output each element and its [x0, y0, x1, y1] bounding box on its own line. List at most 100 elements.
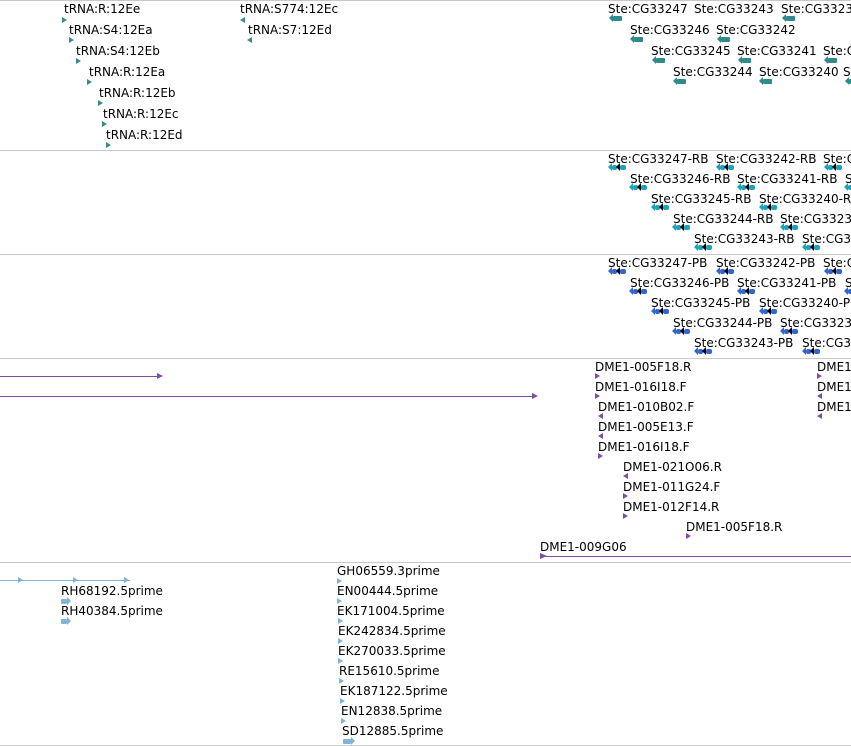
forward-strand-icon[interactable] — [338, 618, 343, 624]
est-glyph[interactable] — [343, 737, 355, 745]
feature-label[interactable]: RH68192.5prime — [61, 584, 163, 598]
feature-label[interactable]: Ste:C — [823, 44, 851, 58]
feature-label[interactable]: EN00444.5prime — [337, 584, 439, 598]
feature-label[interactable]: DME1 — [817, 360, 851, 374]
transcript-glyph[interactable] — [759, 203, 777, 212]
feature-label[interactable]: Ste:CG33246-PB — [630, 276, 730, 290]
transcript-glyph[interactable] — [672, 223, 690, 232]
reverse-strand-icon[interactable] — [598, 413, 603, 419]
feature-label[interactable]: Ste:CG3323 — [781, 2, 851, 16]
transcript-glyph[interactable] — [629, 183, 647, 192]
feature-label[interactable]: tRNA:S774:12Ec — [240, 2, 339, 16]
forward-strand-icon[interactable] — [337, 578, 342, 584]
feature-label[interactable]: Ste:CG33247 — [608, 2, 688, 16]
protein-glyph[interactable] — [780, 327, 798, 336]
protein-glyph[interactable] — [608, 267, 626, 276]
forward-strand-icon[interactable] — [338, 638, 343, 644]
protein-glyph[interactable] — [844, 287, 851, 296]
feature-label[interactable]: Ste:C — [843, 65, 851, 79]
feature-label[interactable]: SD12885.5prime — [342, 724, 444, 738]
feature-label[interactable]: DME1 — [817, 380, 851, 394]
transcript-glyph[interactable] — [844, 183, 851, 192]
forward-strand-icon[interactable] — [69, 37, 74, 43]
est-glyph[interactable] — [61, 597, 71, 605]
feature-label[interactable]: Ste:CG3323 — [780, 212, 851, 226]
forward-strand-icon[interactable] — [595, 393, 600, 399]
gene-glyph[interactable] — [738, 56, 751, 64]
feature-label[interactable]: S — [845, 276, 851, 290]
transcript-glyph[interactable] — [694, 243, 712, 252]
protein-glyph[interactable] — [824, 267, 842, 276]
feature-label[interactable]: Ste:CG33240-P — [759, 296, 851, 310]
transcript-glyph[interactable] — [824, 163, 842, 172]
feature-label[interactable]: Ste:CG33243-RB — [694, 232, 795, 246]
feature-label[interactable]: tRNA:R:12Ed — [106, 128, 183, 142]
feature-label[interactable]: DME1-012F14.R — [623, 500, 720, 514]
reverse-strand-icon[interactable] — [247, 37, 252, 43]
feature-label[interactable]: Ste:CG33240-R — [759, 192, 851, 206]
gene-glyph[interactable] — [824, 56, 837, 64]
clone-span[interactable] — [0, 376, 160, 377]
feature-label[interactable]: EK270033.5prime — [338, 644, 446, 658]
forward-strand-icon[interactable] — [106, 142, 111, 148]
feature-label[interactable]: Ste:C — [823, 152, 851, 166]
forward-strand-icon[interactable] — [623, 513, 628, 519]
reverse-strand-icon[interactable] — [240, 17, 245, 23]
forward-strand-icon[interactable] — [338, 658, 343, 664]
feature-label[interactable]: DME1-016I18.F — [595, 380, 687, 394]
forward-strand-icon[interactable] — [102, 121, 107, 127]
feature-label[interactable]: tRNA:R:12Ea — [89, 65, 166, 79]
forward-strand-icon[interactable] — [18, 577, 23, 583]
feature-label[interactable]: tRNA:S4:12Eb — [76, 44, 160, 58]
feature-label[interactable]: tRNA:S4:12Ea — [69, 23, 153, 37]
feature-label[interactable]: RE15610.5prime — [339, 664, 440, 678]
reverse-strand-icon[interactable] — [623, 473, 628, 479]
protein-glyph[interactable] — [629, 287, 647, 296]
forward-strand-icon[interactable] — [337, 598, 342, 604]
feature-label[interactable]: Ste:CG33 — [802, 232, 851, 246]
transcript-glyph[interactable] — [780, 223, 798, 232]
forward-strand-icon[interactable] — [62, 17, 67, 23]
forward-strand-icon[interactable] — [595, 373, 600, 379]
protein-glyph[interactable] — [694, 347, 712, 356]
protein-glyph[interactable] — [759, 307, 777, 316]
reverse-strand-icon[interactable] — [817, 393, 822, 399]
transcript-glyph[interactable] — [651, 203, 669, 212]
gene-glyph[interactable] — [673, 77, 686, 85]
feature-label[interactable]: Ste:CG33243-PB — [694, 336, 794, 350]
feature-label[interactable]: Ste:CG33241-PB — [737, 276, 837, 290]
feature-label[interactable]: tRNA:R:12Ec — [103, 107, 179, 121]
protein-glyph[interactable] — [672, 327, 690, 336]
clone-end-icon[interactable] — [157, 373, 163, 379]
reverse-strand-icon[interactable] — [598, 433, 603, 439]
feature-label[interactable]: DME1-005F18.R — [595, 360, 692, 374]
feature-label[interactable]: Ste:CG33244-PB — [673, 316, 773, 330]
feature-label[interactable]: EK242834.5prime — [338, 624, 446, 638]
feature-label[interactable]: DME1-009G06 — [540, 540, 627, 554]
forward-strand-icon[interactable] — [817, 373, 822, 379]
feature-label[interactable]: EK187122.5prime — [340, 684, 448, 698]
gene-glyph[interactable] — [609, 14, 622, 22]
feature-label[interactable]: RH40384.5prime — [61, 604, 163, 618]
feature-label[interactable]: Ste:CG33242 — [716, 23, 796, 37]
feature-label[interactable]: GH06559.3prime — [337, 564, 440, 578]
clone-span[interactable] — [0, 396, 535, 397]
forward-strand-icon[interactable] — [341, 718, 346, 724]
transcript-glyph[interactable] — [802, 243, 820, 252]
feature-label[interactable]: Ste:CG33242-PB — [716, 256, 816, 270]
forward-strand-icon[interactable] — [98, 100, 103, 106]
transcript-glyph[interactable] — [608, 163, 626, 172]
feature-label[interactable]: EK171004.5prime — [337, 604, 445, 618]
forward-strand-icon[interactable] — [87, 79, 92, 85]
feature-label[interactable]: Ste:CG3323 — [780, 316, 851, 330]
feature-label[interactable]: DME1-010B02.F — [598, 400, 695, 414]
feature-label[interactable]: tRNA:R:12Eb — [99, 86, 176, 100]
feature-label[interactable]: Ste:C — [823, 256, 851, 270]
feature-label[interactable]: Ste:CG33246 — [630, 23, 710, 37]
feature-label[interactable]: Ste:CG33246-RB — [630, 172, 731, 186]
gene-glyph[interactable] — [782, 14, 795, 22]
feature-label[interactable]: DME1-011G24.F — [623, 480, 721, 494]
forward-strand-icon[interactable] — [598, 453, 603, 459]
feature-label[interactable]: Ste:CG33 — [802, 336, 851, 350]
feature-label[interactable]: Ste:CG33247-PB — [608, 256, 708, 270]
